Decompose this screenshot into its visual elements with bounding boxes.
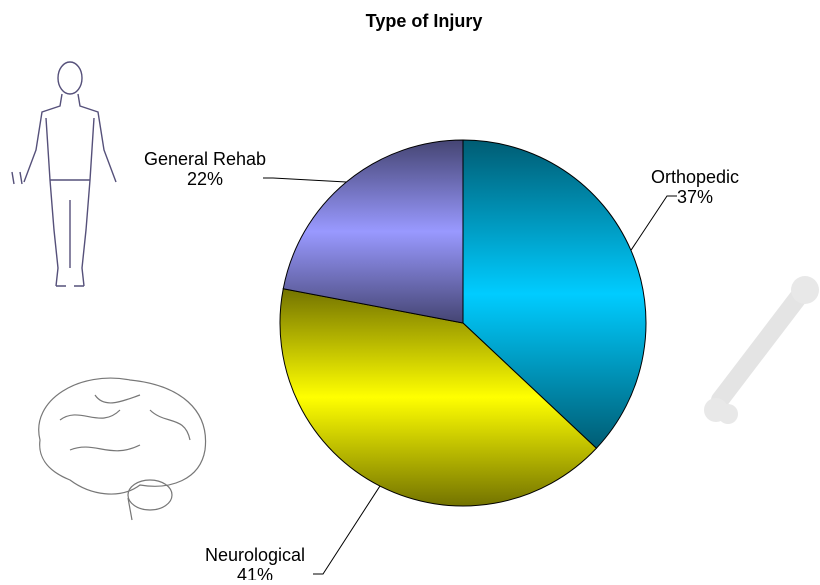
- slice-label: Neurological: [205, 545, 305, 565]
- leader-line: [263, 178, 346, 182]
- bone-illustration: [704, 276, 819, 424]
- chart: Type of Injury Orthopedic37% Neurological…: [0, 0, 820, 580]
- slice-label: General Rehab: [144, 149, 266, 169]
- slice-value-label: 22%: [187, 169, 223, 189]
- slice-value-label: 37%: [677, 187, 713, 207]
- slice-value-label: 41%: [237, 565, 273, 580]
- chart-title: Type of Injury: [366, 11, 483, 31]
- slice-label: Orthopedic: [651, 167, 739, 187]
- leader-line: [631, 196, 677, 250]
- leader-line: [313, 486, 380, 574]
- human-figure-illustration: [12, 62, 116, 286]
- brain-illustration: [39, 378, 206, 520]
